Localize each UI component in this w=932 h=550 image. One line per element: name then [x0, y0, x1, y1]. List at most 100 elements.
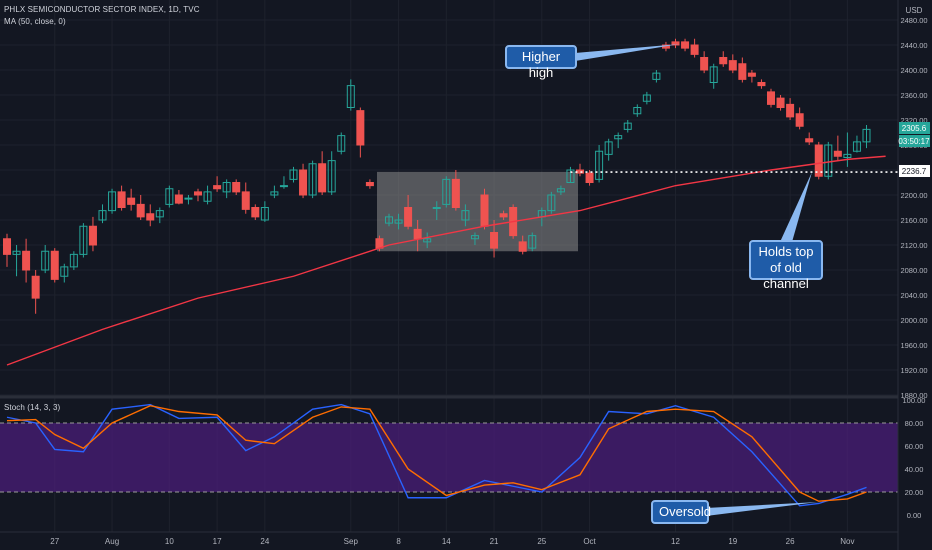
- price-tick-label: 2400.00: [900, 66, 927, 75]
- stoch-axis[interactable]: 0.00 20.00 40.00 60.00 80.00 100.00: [903, 396, 926, 520]
- holds-top-pointer: [780, 172, 812, 242]
- time-tick-label: 14: [442, 537, 451, 546]
- candle-body: [308, 163, 317, 196]
- price-tick-label: 2160.00: [900, 216, 927, 225]
- candle-body: [50, 250, 59, 280]
- candle-body: [814, 144, 823, 177]
- level-price-label: 2236.7: [902, 167, 927, 176]
- candle-body: [203, 191, 212, 202]
- price-tick-label: 2440.00: [900, 41, 927, 50]
- candle-body: [127, 197, 136, 205]
- candle-body: [461, 210, 470, 221]
- stoch-tick-label: 40.00: [905, 465, 924, 474]
- candle-body: [241, 191, 250, 210]
- currency-label: USD: [906, 6, 923, 15]
- candles: [3, 38, 871, 314]
- candle-body: [709, 66, 718, 83]
- candle-body: [270, 191, 279, 196]
- candle-body: [31, 275, 40, 299]
- time-tick-label: 27: [50, 537, 59, 546]
- candle-body: [518, 241, 527, 252]
- candle-body: [824, 144, 833, 177]
- candle-body: [3, 238, 11, 255]
- candle-body: [12, 250, 21, 255]
- candle-body: [194, 191, 202, 196]
- countdown-tag: [899, 135, 930, 147]
- candle-body: [738, 63, 747, 80]
- time-tick-label: 24: [260, 537, 269, 546]
- ma-legend[interactable]: MA (50, close, 0): [4, 17, 66, 26]
- time-tick-label: 10: [165, 537, 174, 546]
- candle-body: [222, 182, 231, 193]
- time-tick-label: Sep: [344, 537, 359, 546]
- candle-body: [423, 238, 432, 243]
- candle-body: [385, 216, 393, 224]
- time-tick-label: 26: [786, 537, 795, 546]
- price-tick-label: 1960.00: [900, 341, 927, 350]
- time-tick-label: 21: [490, 537, 499, 546]
- time-axis[interactable]: 27 Aug 10 17 24 Sep 8 14 21 25 Oct 12 19 26 Nov: [50, 537, 854, 546]
- candle-body: [108, 191, 117, 212]
- candle-body: [690, 44, 699, 55]
- price-tick-label: 2480.00: [900, 16, 927, 25]
- price-tick-label: 1920.00: [900, 366, 927, 375]
- time-tick-label: 25: [537, 537, 546, 546]
- symbol-header[interactable]: PHLX SEMICONDUCTOR SECTOR INDEX, 1D, TVC: [4, 5, 200, 14]
- stoch-band-lines: [0, 422, 898, 493]
- candle-body: [327, 160, 336, 193]
- candle-body: [413, 228, 422, 240]
- time-tick-label: Aug: [105, 537, 119, 546]
- stoch-tick-label: 100.00: [903, 396, 926, 405]
- candle-body: [805, 138, 814, 143]
- stoch-tick-label: 80.00: [905, 419, 924, 428]
- stoch-k-line: [6, 403, 867, 507]
- candle-body: [356, 110, 365, 146]
- candle-body: [757, 82, 766, 87]
- candle-body: [728, 60, 737, 71]
- candle-body: [451, 178, 460, 208]
- time-tick-label: 12: [671, 537, 680, 546]
- candle-body: [633, 107, 642, 115]
- candle-body: [394, 219, 403, 224]
- candle-body: [136, 203, 145, 218]
- time-tick-label: Nov: [840, 537, 854, 546]
- last-price-tag: [899, 122, 930, 134]
- stoch-tick-label: 20.00: [905, 488, 924, 497]
- candle-body: [623, 122, 632, 130]
- stoch-band: [0, 423, 898, 492]
- candle-body: [595, 150, 604, 180]
- time-tick-label: 17: [213, 537, 222, 546]
- candle-body: [232, 182, 241, 193]
- candle-body: [88, 225, 97, 246]
- candle-body: [155, 210, 164, 218]
- candle-body: [852, 141, 861, 152]
- candle-body: [299, 169, 308, 196]
- candle-body: [470, 235, 479, 240]
- price-tick-label: 2040.00: [900, 291, 927, 300]
- countdown-label: 03:50:17: [898, 137, 930, 146]
- candle-body: [98, 210, 107, 221]
- stoch-d-line: [6, 405, 867, 502]
- time-tick-label: 8: [396, 537, 401, 546]
- candle-body: [22, 250, 31, 271]
- candle-body: [671, 41, 680, 46]
- candle-body: [547, 194, 556, 212]
- stoch-legend[interactable]: Stoch (14, 3, 3): [4, 403, 61, 412]
- candle-body: [251, 207, 260, 218]
- candle-body: [69, 253, 78, 268]
- candle-body: [642, 94, 651, 102]
- candle-body: [432, 207, 441, 209]
- candle-body: [404, 207, 413, 227]
- candle-body: [289, 169, 298, 180]
- candle-body: [556, 188, 565, 193]
- price-tick-label: 2200.00: [900, 191, 927, 200]
- candle-body: [165, 188, 174, 205]
- candle-body: [184, 197, 193, 200]
- candle-body: [795, 113, 804, 127]
- candle-body: [862, 128, 871, 143]
- time-tick-label: 19: [728, 537, 737, 546]
- candle-body: [60, 266, 69, 277]
- higher-high-callout: Higher high: [505, 45, 577, 80]
- price-tick-label: 2120.00: [900, 241, 927, 250]
- candle-body: [79, 225, 88, 255]
